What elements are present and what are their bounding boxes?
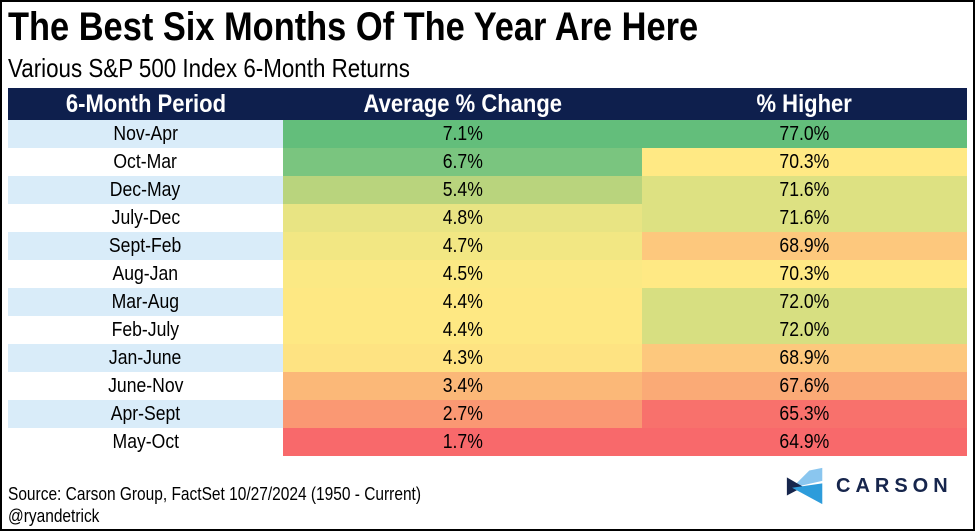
pct-higher-cell: 65.3% bbox=[642, 400, 967, 428]
header-pct-higher: % Higher bbox=[642, 88, 967, 120]
pct-higher-cell: 72.0% bbox=[642, 288, 967, 316]
period-cell: Jan-June bbox=[8, 344, 283, 372]
period-cell: May-Oct bbox=[8, 428, 283, 456]
avg-change-cell: 3.4% bbox=[283, 372, 642, 400]
avg-change-cell: 5.4% bbox=[283, 176, 642, 204]
page-subtitle: Various S&P 500 Index 6-Month Returns bbox=[8, 53, 410, 83]
period-cell: June-Nov bbox=[8, 372, 283, 400]
carson-chevron-icon bbox=[786, 467, 823, 505]
period-cell: Aug-Jan bbox=[8, 260, 283, 288]
pct-higher-cell: 70.3% bbox=[642, 260, 967, 288]
table-row: Jan-June 4.3% 68.9% bbox=[8, 344, 967, 372]
pct-higher-cell: 70.3% bbox=[642, 148, 967, 176]
table-row: Aug-Jan 4.5% 70.3% bbox=[8, 260, 967, 288]
pct-higher-cell: 77.0% bbox=[642, 120, 967, 148]
period-cell: Apr-Sept bbox=[8, 400, 283, 428]
period-cell: Mar-Aug bbox=[8, 288, 283, 316]
avg-change-cell: 4.4% bbox=[283, 316, 642, 344]
avg-change-cell: 4.5% bbox=[283, 260, 642, 288]
table-row: July-Dec 4.8% 71.6% bbox=[8, 204, 967, 232]
carson-logo-text: CARSON bbox=[836, 474, 953, 497]
table-row: Oct-Mar 6.7% 70.3% bbox=[8, 148, 967, 176]
avg-change-cell: 4.4% bbox=[283, 288, 642, 316]
pct-higher-cell: 72.0% bbox=[642, 316, 967, 344]
table-header-row: 6-Month Period Average % Change % Higher bbox=[8, 88, 967, 120]
avg-change-cell: 6.7% bbox=[283, 148, 642, 176]
carson-logo: CARSON bbox=[786, 464, 953, 508]
pct-higher-cell: 68.9% bbox=[642, 232, 967, 260]
pct-higher-cell: 67.6% bbox=[642, 372, 967, 400]
avg-change-cell: 4.8% bbox=[283, 204, 642, 232]
table-row: June-Nov 3.4% 67.6% bbox=[8, 372, 967, 400]
avg-change-cell: 2.7% bbox=[283, 400, 642, 428]
header-period: 6-Month Period bbox=[8, 88, 283, 120]
table-row: Sept-Feb 4.7% 68.9% bbox=[8, 232, 967, 260]
period-cell: Oct-Mar bbox=[8, 148, 283, 176]
period-cell: Nov-Apr bbox=[8, 120, 283, 148]
pct-higher-cell: 64.9% bbox=[642, 428, 967, 456]
table-row: Apr-Sept 2.7% 65.3% bbox=[8, 400, 967, 428]
pct-higher-cell: 71.6% bbox=[642, 176, 967, 204]
author-handle: @ryandetrick bbox=[8, 506, 100, 526]
table-row: Mar-Aug 4.4% 72.0% bbox=[8, 288, 967, 316]
header-avg-change: Average % Change bbox=[283, 88, 642, 120]
period-cell: Feb-July bbox=[8, 316, 283, 344]
avg-change-cell: 1.7% bbox=[283, 428, 642, 456]
table-row: Dec-May 5.4% 71.6% bbox=[8, 176, 967, 204]
table-row: May-Oct 1.7% 64.9% bbox=[8, 428, 967, 456]
pct-higher-cell: 71.6% bbox=[642, 204, 967, 232]
table-row: Nov-Apr 7.1% 77.0% bbox=[8, 120, 967, 148]
page-title: The Best Six Months Of The Year Are Here bbox=[8, 5, 699, 49]
returns-heatmap-table: 6-Month Period Average % Change % Higher… bbox=[8, 88, 967, 456]
period-cell: July-Dec bbox=[8, 204, 283, 232]
avg-change-cell: 4.3% bbox=[283, 344, 642, 372]
avg-change-cell: 7.1% bbox=[283, 120, 642, 148]
source-text: Source: Carson Group, FactSet 10/27/2024… bbox=[8, 484, 422, 504]
table-row: Feb-July 4.4% 72.0% bbox=[8, 316, 967, 344]
avg-change-cell: 4.7% bbox=[283, 232, 642, 260]
pct-higher-cell: 68.9% bbox=[642, 344, 967, 372]
period-cell: Dec-May bbox=[8, 176, 283, 204]
period-cell: Sept-Feb bbox=[8, 232, 283, 260]
